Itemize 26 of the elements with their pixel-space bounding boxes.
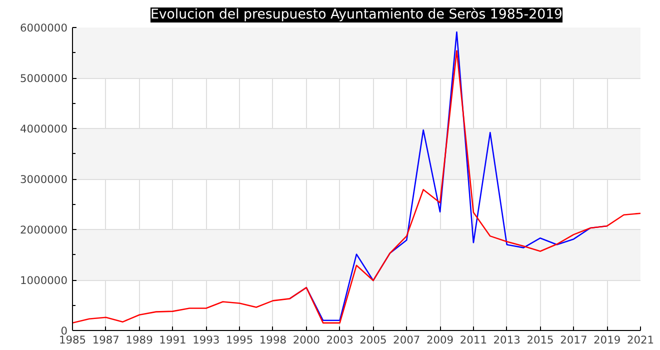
line-series bbox=[72, 50, 640, 324]
x-tick-label: 2013 bbox=[493, 334, 520, 346]
x-tick-label: 2000 bbox=[292, 334, 320, 346]
x-tick-label: 2015 bbox=[526, 334, 554, 346]
y-tick-label: 3000000 bbox=[20, 173, 68, 186]
x-tick-label: 2021 bbox=[626, 334, 654, 346]
x-tick-label: 2005 bbox=[360, 334, 387, 346]
x-tick-label: 2019 bbox=[594, 334, 621, 346]
y-tick-label: 2000000 bbox=[20, 224, 68, 236]
chart-title: Evolucion del presupuesto Ayuntamiento de Seròs 1985-2019 bbox=[150, 8, 563, 22]
x-tick-label: 2011 bbox=[460, 334, 488, 346]
y-tick-label: 6000000 bbox=[20, 22, 68, 34]
x-tick-label: 1998 bbox=[259, 334, 287, 346]
x-tick-label: 1987 bbox=[92, 334, 120, 346]
x-tick-label: 2007 bbox=[393, 334, 420, 346]
x-tick-label: 1993 bbox=[192, 334, 220, 346]
y-tick-label: 1000000 bbox=[20, 274, 68, 287]
x-tick-label: 1989 bbox=[126, 334, 154, 346]
y-tick-label: 5000000 bbox=[20, 72, 68, 85]
x-tick-label: 1995 bbox=[226, 334, 254, 346]
x-tick-label: 2003 bbox=[326, 334, 354, 346]
x-tick-label: 1991 bbox=[159, 334, 186, 346]
x-tick-label: 2017 bbox=[560, 334, 588, 346]
x-tick-label: 2009 bbox=[426, 334, 454, 346]
x-tick-label: 1985 bbox=[58, 334, 86, 346]
y-tick-label: 4000000 bbox=[20, 122, 68, 136]
